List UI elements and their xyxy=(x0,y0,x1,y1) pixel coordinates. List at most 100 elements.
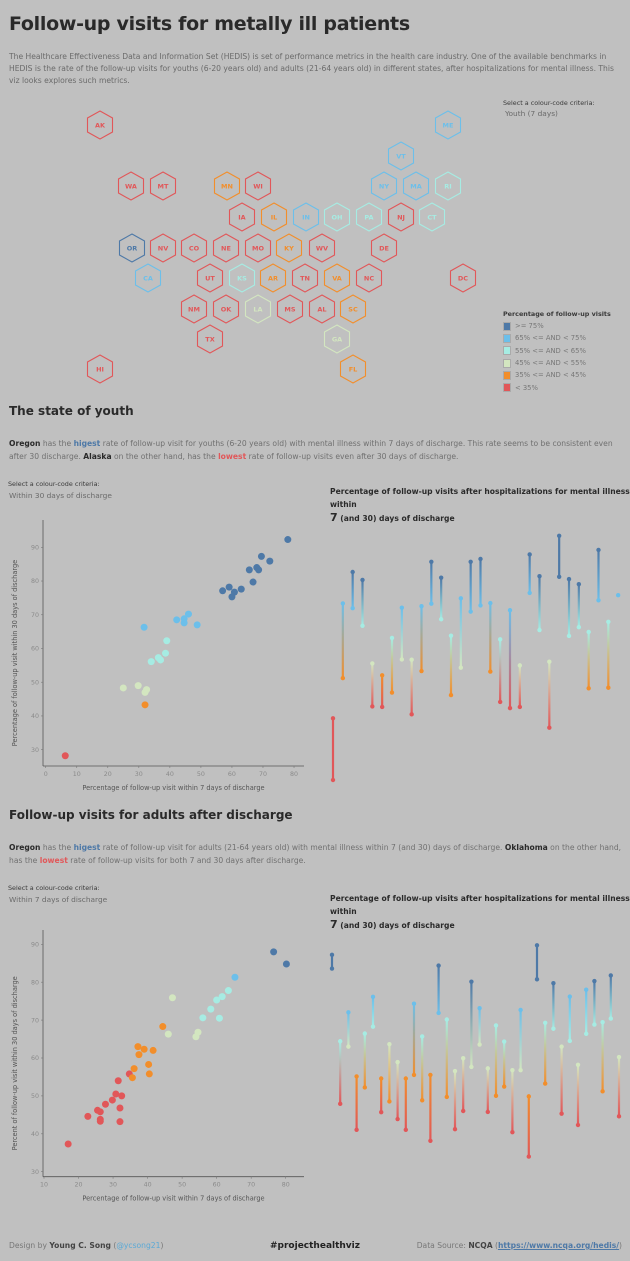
source-link[interactable]: https://www.ncqa.org/hedis/ xyxy=(497,1241,620,1250)
state-name: Alaska xyxy=(83,451,112,461)
dumbbell-item xyxy=(379,673,385,710)
state-hex-ak[interactable]: AK xyxy=(86,110,114,140)
state-hex-nc[interactable]: NC xyxy=(355,263,383,293)
state-hex-pa[interactable]: PA xyxy=(355,202,383,232)
dumbbell-dot-30 xyxy=(340,601,346,606)
state-hex-il[interactable]: IL xyxy=(260,202,288,232)
hexagon-shape xyxy=(259,263,287,293)
youth-scatter-chart: 0 10 20 30 40 50 60 70 80 30 40 50 60 70 80 90 Percentag… xyxy=(11,520,304,792)
legend-item[interactable]: < 35% xyxy=(503,381,611,393)
dumbbell-dot-7 xyxy=(444,1094,449,1100)
state-label: CO xyxy=(189,245,200,253)
state-hex-sc[interactable]: SC xyxy=(339,294,367,324)
state-hex-fl[interactable]: FL xyxy=(339,354,367,384)
hexagon-shape xyxy=(228,263,256,293)
state-label: KS xyxy=(237,275,247,283)
dumbbell-item xyxy=(419,604,424,674)
dumbbell-item xyxy=(379,1076,384,1115)
state-hex-mn[interactable]: MN xyxy=(213,171,241,201)
text: rate of follow-up visit for youths (6-20… xyxy=(9,439,613,461)
state-hex-ca[interactable]: CA xyxy=(134,263,162,293)
dumbbell-dot-7 xyxy=(485,1109,490,1115)
state-hex-or[interactable]: OR xyxy=(118,233,146,263)
state-hex-in[interactable]: IN xyxy=(292,202,320,232)
state-hex-mo[interactable]: MO xyxy=(244,233,272,263)
state-hex-ri[interactable]: RI xyxy=(434,171,462,201)
dumbbell-dot-7 xyxy=(596,598,601,603)
dumbbell-item xyxy=(461,1056,466,1114)
state-hex-ut[interactable]: UT xyxy=(196,263,224,293)
dumbbell-dot-7 xyxy=(559,1111,564,1116)
state-hex-ms[interactable]: MS xyxy=(276,294,304,324)
map-criteria-label: Select a colour-code criteria: xyxy=(503,99,595,107)
dumbbell-dot-30 xyxy=(600,1019,605,1025)
state-hex-co[interactable]: CO xyxy=(180,233,208,263)
x-tick-label: 40 xyxy=(166,771,174,778)
dumbbell-dot-7 xyxy=(518,1067,523,1073)
state-hex-de[interactable]: DE xyxy=(370,233,398,263)
dumbbell-item xyxy=(502,1039,507,1089)
legend-item[interactable]: 55% <= AND < 65% xyxy=(503,345,611,357)
dumbbell-dot-30 xyxy=(350,569,355,575)
legend-swatch xyxy=(503,321,511,331)
dumbbell-item xyxy=(488,600,493,674)
adult-criteria-label: Select a colour-code criteria: xyxy=(8,884,100,892)
state-hex-ia[interactable]: IA xyxy=(228,202,256,232)
adult-criteria-select[interactable]: Within 7 days of discharge xyxy=(9,895,108,904)
state-hex-ok[interactable]: OK xyxy=(212,294,240,324)
dumbbell-item xyxy=(340,601,346,681)
state-label: NM xyxy=(188,306,200,314)
state-hex-la[interactable]: LA xyxy=(244,294,272,324)
data-point xyxy=(162,649,170,657)
youth-criteria-select[interactable]: Within 30 days of discharge xyxy=(9,491,112,500)
legend-item[interactable]: >= 75% xyxy=(503,320,611,332)
state-hex-me[interactable]: ME xyxy=(434,110,462,140)
map-criteria-select[interactable]: Youth (7 days) xyxy=(505,109,558,118)
hexagon-shape xyxy=(323,324,351,354)
dumbbell-item xyxy=(566,576,572,639)
y-tick-label: 70 xyxy=(31,1017,39,1024)
state-hex-tn[interactable]: TN xyxy=(291,263,319,293)
state-hex-ct[interactable]: CT xyxy=(418,202,446,232)
state-hex-ne[interactable]: NE xyxy=(212,233,240,263)
data-point xyxy=(199,1014,207,1022)
state-hex-ny[interactable]: NY xyxy=(370,171,398,201)
data-point xyxy=(255,566,263,574)
y-tick-label: 60 xyxy=(31,1055,39,1062)
state-hex-nm[interactable]: NM xyxy=(180,294,208,324)
state-hex-nv[interactable]: NV xyxy=(149,233,177,263)
state-hex-hi[interactable]: HI xyxy=(86,354,114,384)
legend-item[interactable]: 65% <= AND < 75% xyxy=(503,332,611,344)
y-tick-label: 80 xyxy=(31,578,39,585)
state-hex-va[interactable]: VA xyxy=(323,263,351,293)
state-hex-nj[interactable]: NJ xyxy=(387,202,415,232)
state-label: VA xyxy=(332,275,342,283)
legend-item[interactable]: 35% <= AND < 45% xyxy=(503,369,611,381)
hexagon-shape xyxy=(275,233,303,263)
state-hex-ga[interactable]: GA xyxy=(323,324,351,354)
state-hex-wa[interactable]: WA xyxy=(117,171,145,201)
hexagon-shape xyxy=(370,233,398,263)
youth-dumbbell-chart xyxy=(330,533,621,783)
legend-item[interactable]: 45% <= AND < 55% xyxy=(503,357,611,369)
state-hex-tx[interactable]: TX xyxy=(196,324,224,354)
state-hex-ks[interactable]: KS xyxy=(228,263,256,293)
state-hex-ar[interactable]: AR xyxy=(259,263,287,293)
dumbbell-dot-30 xyxy=(329,952,335,958)
state-label: OK xyxy=(221,306,233,314)
twitter-handle-link[interactable]: @ycsong21 xyxy=(116,1241,161,1250)
state-hex-wi[interactable]: WI xyxy=(244,171,272,201)
data-point xyxy=(207,1005,215,1013)
state-hex-oh[interactable]: OH xyxy=(323,202,351,232)
state-hex-ma[interactable]: MA xyxy=(402,171,430,201)
state-hex-mt[interactable]: MT xyxy=(149,171,177,201)
legend-label: 55% <= AND < 65% xyxy=(515,346,586,355)
state-hex-dc[interactable]: DC xyxy=(449,263,477,293)
state-hex-wv[interactable]: WV xyxy=(308,233,336,263)
state-hex-ky[interactable]: KY xyxy=(275,233,303,263)
dumbbell-dot-30 xyxy=(458,596,464,601)
state-hex-vt[interactable]: VT xyxy=(387,141,415,171)
youth-heading: The state of youth xyxy=(9,404,134,418)
state-hex-al[interactable]: AL xyxy=(308,294,336,324)
legend-label: 45% <= AND < 55% xyxy=(515,359,586,368)
